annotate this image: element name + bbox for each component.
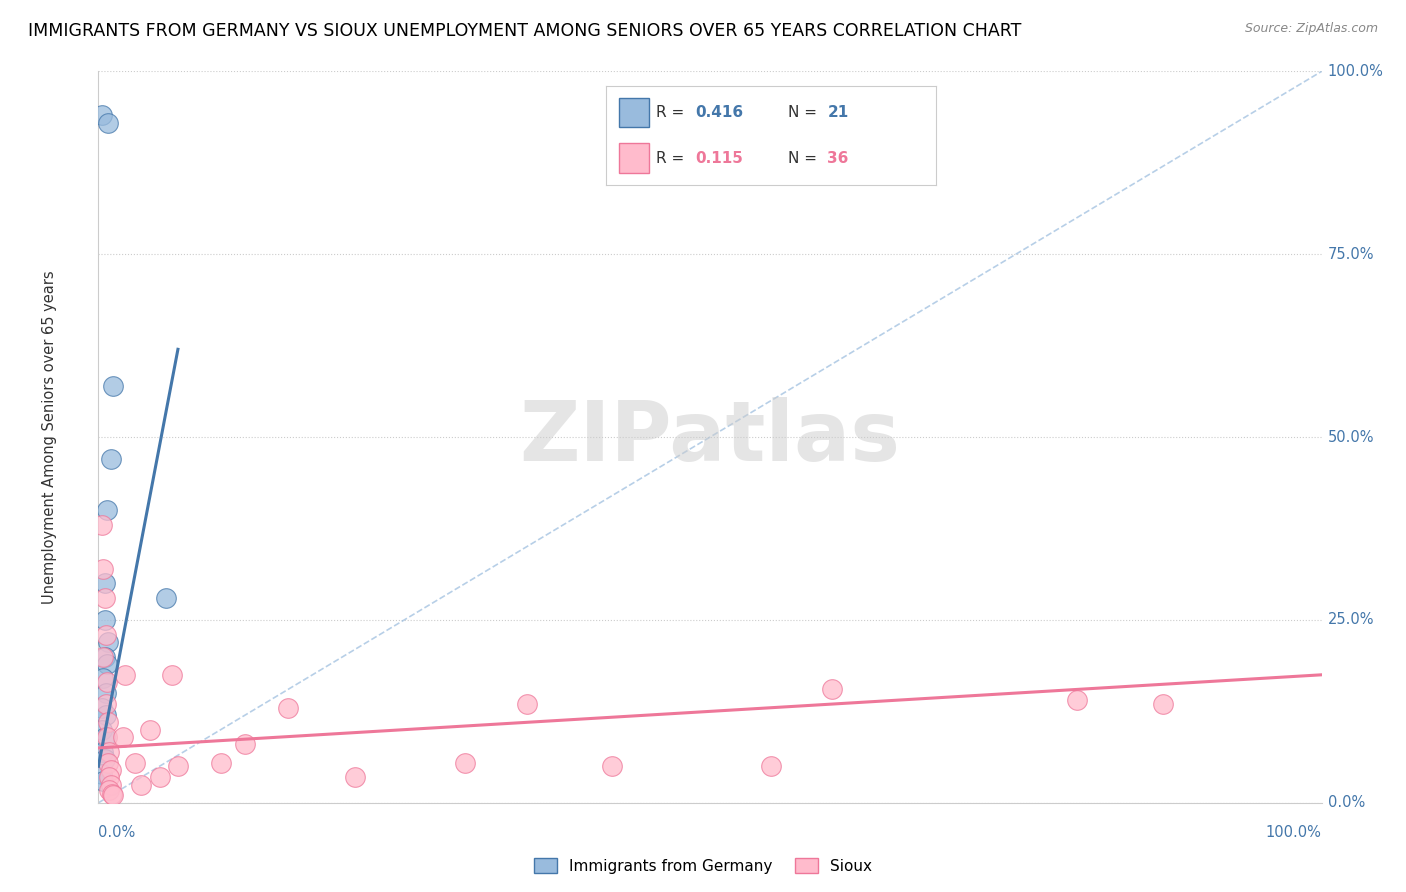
Point xyxy=(101,789,124,803)
Point xyxy=(149,770,172,784)
Point xyxy=(97,635,120,649)
Point xyxy=(91,672,114,686)
Point xyxy=(821,682,844,697)
Point xyxy=(93,752,115,766)
Point xyxy=(114,667,136,681)
Point xyxy=(139,723,162,737)
Point xyxy=(91,745,114,759)
Point xyxy=(93,613,115,627)
Point xyxy=(91,517,114,532)
Point xyxy=(167,759,190,773)
Point xyxy=(100,763,122,777)
Text: 75.0%: 75.0% xyxy=(1327,247,1374,261)
Point xyxy=(98,782,121,797)
Point xyxy=(94,627,117,641)
Point xyxy=(94,708,117,723)
Text: 50.0%: 50.0% xyxy=(1327,430,1374,444)
Point xyxy=(97,115,120,129)
Text: IMMIGRANTS FROM GERMANY VS SIOUX UNEMPLOYMENT AMONG SENIORS OVER 65 YEARS CORREL: IMMIGRANTS FROM GERMANY VS SIOUX UNEMPLO… xyxy=(28,22,1022,40)
Point xyxy=(101,379,124,393)
Point xyxy=(111,730,134,744)
Legend: Immigrants from Germany, Sioux: Immigrants from Germany, Sioux xyxy=(527,852,879,880)
Point xyxy=(93,730,115,744)
Point xyxy=(91,773,114,788)
Text: ZIPatlas: ZIPatlas xyxy=(520,397,900,477)
Point xyxy=(129,777,152,792)
Point xyxy=(100,452,122,467)
Point xyxy=(91,700,114,714)
Point xyxy=(233,737,256,751)
Text: 100.0%: 100.0% xyxy=(1327,64,1384,78)
Text: 0.0%: 0.0% xyxy=(98,825,135,839)
Point xyxy=(91,562,114,576)
Text: 0.0%: 0.0% xyxy=(1327,796,1365,810)
Point xyxy=(96,675,118,690)
Text: 25.0%: 25.0% xyxy=(1327,613,1374,627)
Point xyxy=(515,697,537,711)
Point xyxy=(600,759,623,773)
Point xyxy=(98,745,121,759)
Point xyxy=(91,649,114,664)
Point xyxy=(1152,697,1174,711)
Point xyxy=(1066,693,1088,707)
Point xyxy=(91,723,114,737)
Point xyxy=(101,787,124,801)
Text: Source: ZipAtlas.com: Source: ZipAtlas.com xyxy=(1244,22,1378,36)
Text: Unemployment Among Seniors over 65 years: Unemployment Among Seniors over 65 years xyxy=(42,270,58,604)
Point xyxy=(97,756,120,770)
Point xyxy=(209,756,232,770)
Point xyxy=(761,759,783,773)
Point xyxy=(454,756,477,770)
Text: 100.0%: 100.0% xyxy=(1265,825,1322,839)
Point xyxy=(93,576,115,591)
Point xyxy=(96,503,118,517)
Point xyxy=(124,756,146,770)
Point xyxy=(98,770,121,784)
Point xyxy=(344,770,367,784)
Point xyxy=(160,667,183,681)
Point xyxy=(94,686,117,700)
Point xyxy=(91,766,114,780)
Point xyxy=(93,649,115,664)
Point xyxy=(277,700,299,714)
Point xyxy=(96,657,118,671)
Point xyxy=(91,108,114,122)
Point xyxy=(93,591,115,605)
Point xyxy=(155,591,177,605)
Point xyxy=(97,715,120,730)
Point xyxy=(94,697,117,711)
Point xyxy=(100,777,122,792)
Point xyxy=(96,730,118,744)
